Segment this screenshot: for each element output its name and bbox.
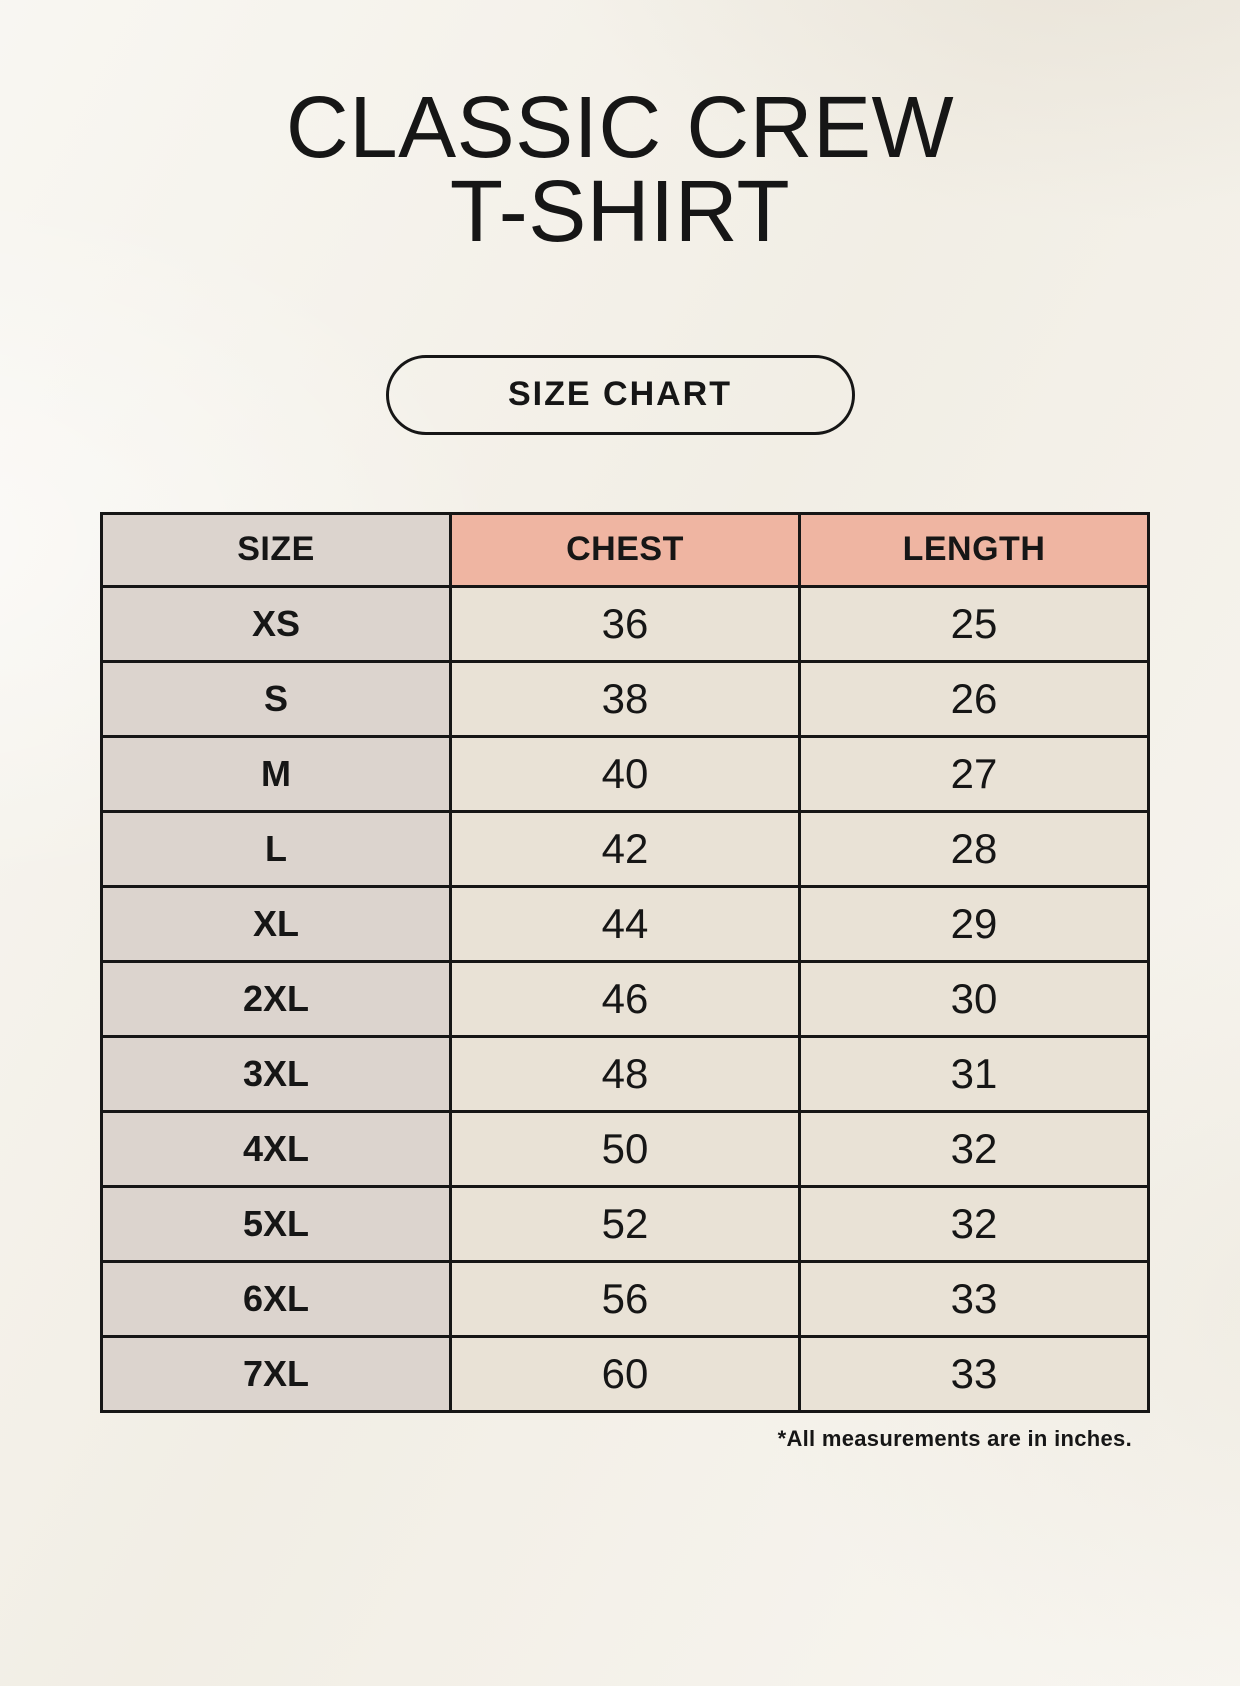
table-row: 6XL 56 33	[100, 1259, 1150, 1338]
column-header-chest: CHEST	[449, 511, 801, 588]
chest-cell: 38	[449, 659, 801, 738]
size-cell: M	[100, 734, 452, 813]
size-cell: S	[100, 659, 452, 738]
size-chart-page: CLASSIC CREW T-SHIRT SIZE CHART SIZE CHES…	[0, 84, 1240, 1452]
length-cell: 31	[798, 1034, 1150, 1113]
chest-cell: 60	[449, 1334, 801, 1413]
chest-cell: 48	[449, 1034, 801, 1113]
column-header-size: SIZE	[100, 511, 452, 588]
chest-cell: 50	[449, 1109, 801, 1188]
chest-cell: 46	[449, 959, 801, 1038]
table-header-row: SIZE CHEST LENGTH	[100, 511, 1150, 588]
chest-cell: 52	[449, 1184, 801, 1263]
table-row: 7XL 60 33	[100, 1334, 1150, 1413]
size-table: SIZE CHEST LENGTH XS 36 25 S 38 26 M 40 27 L 42 28 X…	[100, 511, 1150, 1413]
table-row: S 38 26	[100, 659, 1150, 738]
table-row: M 40 27	[100, 734, 1150, 813]
length-cell: 26	[798, 659, 1150, 738]
table-row: L 42 28	[100, 809, 1150, 888]
size-cell: 3XL	[100, 1034, 452, 1113]
size-cell: 5XL	[100, 1184, 452, 1263]
chest-cell: 42	[449, 809, 801, 888]
measurements-note: *All measurements are in inches.	[777, 1425, 1132, 1451]
table-row: XL 44 29	[100, 884, 1150, 963]
table-row: 3XL 48 31	[100, 1034, 1150, 1113]
length-cell: 33	[798, 1334, 1150, 1413]
chest-cell: 44	[449, 884, 801, 963]
length-cell: 28	[798, 809, 1150, 888]
chest-cell: 56	[449, 1259, 801, 1338]
size-cell: XL	[100, 884, 452, 963]
size-cell: 2XL	[100, 959, 452, 1038]
length-cell: 30	[798, 959, 1150, 1038]
table-row: 5XL 52 32	[100, 1184, 1150, 1263]
table-row: 4XL 50 32	[100, 1109, 1150, 1188]
length-cell: 27	[798, 734, 1150, 813]
length-cell: 29	[798, 884, 1150, 963]
size-cell: 6XL	[100, 1259, 452, 1338]
table-row: XS 36 25	[100, 584, 1150, 663]
length-cell: 25	[798, 584, 1150, 663]
page-title: CLASSIC CREW T-SHIRT	[0, 84, 1240, 255]
column-header-length: LENGTH	[798, 511, 1150, 588]
size-chart-button[interactable]: SIZE CHART	[385, 354, 855, 435]
size-cell: XS	[100, 584, 452, 663]
size-cell: L	[100, 809, 452, 888]
length-cell: 32	[798, 1109, 1150, 1188]
page-title-line2: T-SHIRT	[449, 163, 791, 261]
length-cell: 32	[798, 1184, 1150, 1263]
table-row: 2XL 46 30	[100, 959, 1150, 1038]
length-cell: 33	[798, 1259, 1150, 1338]
page-title-line1: CLASSIC CREW	[285, 79, 955, 176]
size-cell: 7XL	[100, 1334, 452, 1413]
chest-cell: 36	[449, 584, 801, 663]
chest-cell: 40	[449, 734, 801, 813]
size-table-body: XS 36 25 S 38 26 M 40 27 L 42 28 XL 44 29 2XL 46 30 3XL 48 3…	[100, 584, 1150, 1413]
size-cell: 4XL	[100, 1109, 452, 1188]
